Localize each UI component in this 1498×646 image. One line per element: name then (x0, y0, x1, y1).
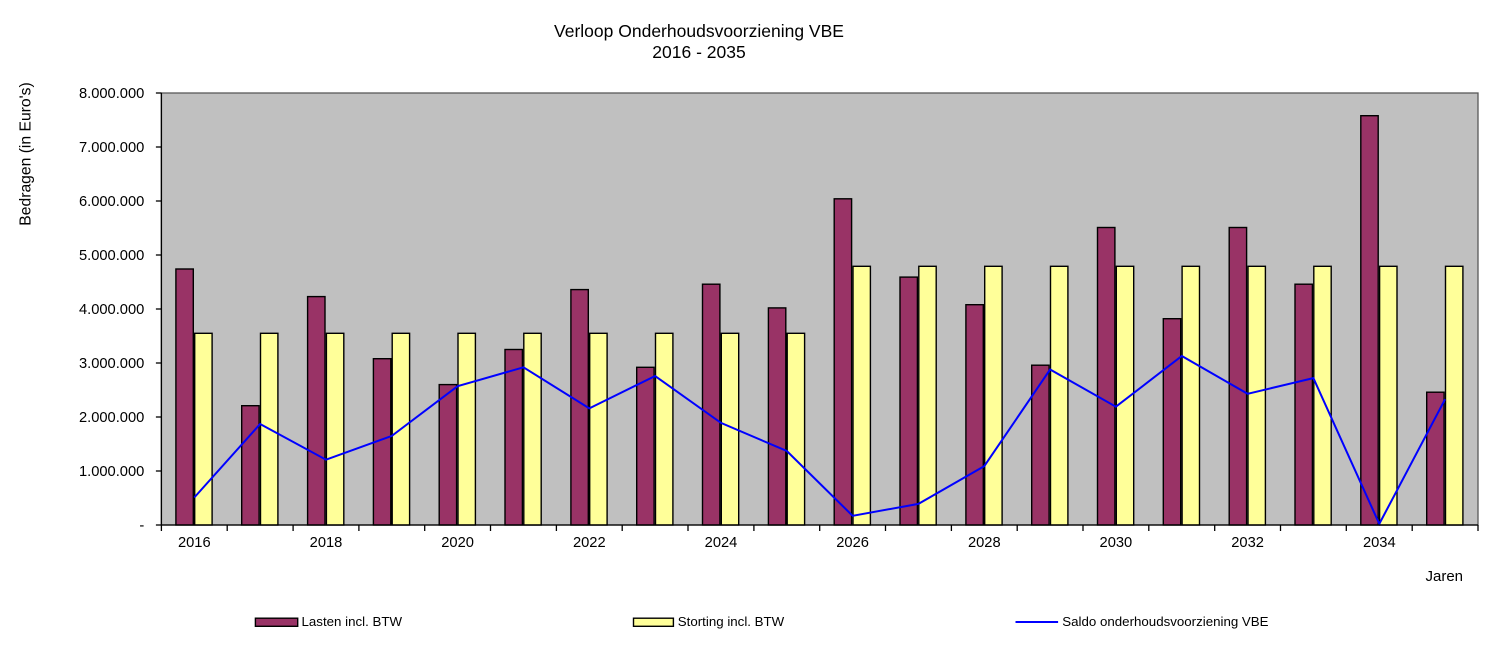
svg-text:3.000.000: 3.000.000 (79, 356, 144, 372)
svg-text:2026: 2026 (836, 535, 869, 551)
svg-text:5.000.000: 5.000.000 (79, 248, 144, 264)
svg-text:Saldo onderhoudsvoorziening VB: Saldo onderhoudsvoorziening VBE (1062, 614, 1268, 629)
svg-text:Lasten incl. BTW: Lasten incl. BTW (302, 614, 403, 629)
svg-text:2022: 2022 (573, 535, 606, 551)
svg-text:7.000.000: 7.000.000 (79, 140, 144, 156)
svg-text:Bedragen (in Euro's): Bedragen (in Euro's) (17, 82, 34, 225)
svg-text:2016 - 2035: 2016 - 2035 (652, 42, 745, 62)
svg-text:2.000.000: 2.000.000 (79, 410, 144, 426)
svg-text:8.000.000: 8.000.000 (79, 86, 144, 102)
svg-text:Verloop Onderhoudsvoorziening: Verloop Onderhoudsvoorziening VBE (554, 21, 844, 41)
svg-text:-: - (139, 518, 144, 534)
svg-text:Jaren: Jaren (1426, 568, 1464, 585)
svg-text:2020: 2020 (441, 535, 474, 551)
svg-text:1.000.000: 1.000.000 (79, 464, 144, 480)
svg-text:2030: 2030 (1100, 535, 1133, 551)
svg-text:2032: 2032 (1231, 535, 1264, 551)
svg-text:Storting incl. BTW: Storting incl. BTW (678, 614, 785, 629)
svg-text:2016: 2016 (178, 535, 211, 551)
svg-text:2034: 2034 (1363, 535, 1396, 551)
svg-text:4.000.000: 4.000.000 (79, 302, 144, 318)
svg-text:6.000.000: 6.000.000 (79, 194, 144, 210)
svg-text:2018: 2018 (310, 535, 343, 551)
svg-text:2024: 2024 (705, 535, 738, 551)
svg-text:2028: 2028 (968, 535, 1001, 551)
